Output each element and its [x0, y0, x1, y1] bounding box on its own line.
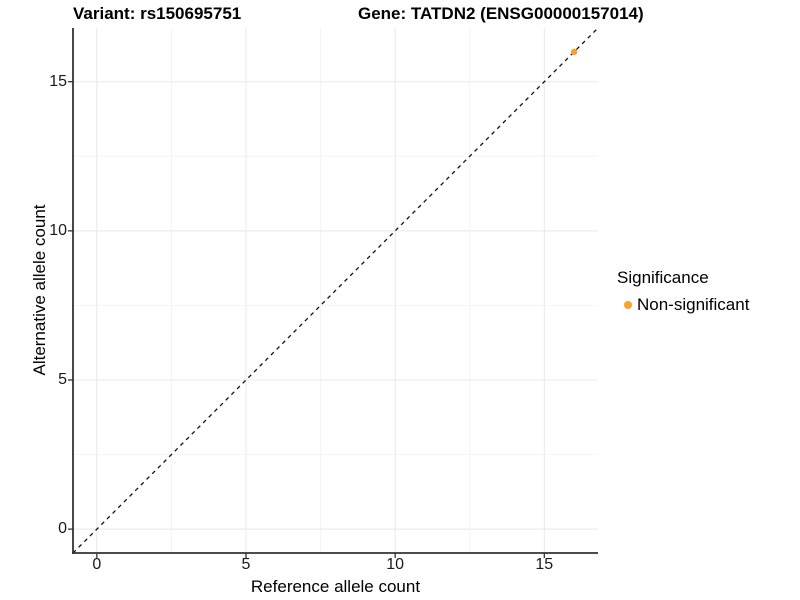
x-axis-title: Reference allele count: [250, 577, 421, 596]
x-tick-label: 10: [386, 556, 405, 573]
y-tick-label: 5: [58, 370, 67, 388]
x-tick-label: 0: [92, 556, 102, 573]
y-tick-label: 15: [49, 72, 67, 90]
legend-item-non-significant: Non-significant: [617, 295, 749, 315]
x-tick-label: 5: [241, 556, 251, 573]
identity-line: [72, 27, 599, 554]
variant-title: Variant: rs150695751: [73, 4, 242, 23]
legend-item-label: Non-significant: [637, 295, 750, 314]
y-tick-label: 10: [49, 221, 67, 239]
legend-point-icon: [624, 301, 632, 309]
data-point: [570, 48, 578, 56]
y-tick-label: 0: [58, 520, 67, 538]
legend-title: Significance: [617, 268, 709, 287]
x-tick-label: 15: [535, 556, 554, 573]
gene-title: Gene: TATDN2 (ENSG00000157014): [358, 4, 644, 23]
legend: Significance Non-significant: [617, 268, 749, 315]
y-axis-title: Alternative allele count: [30, 204, 49, 376]
